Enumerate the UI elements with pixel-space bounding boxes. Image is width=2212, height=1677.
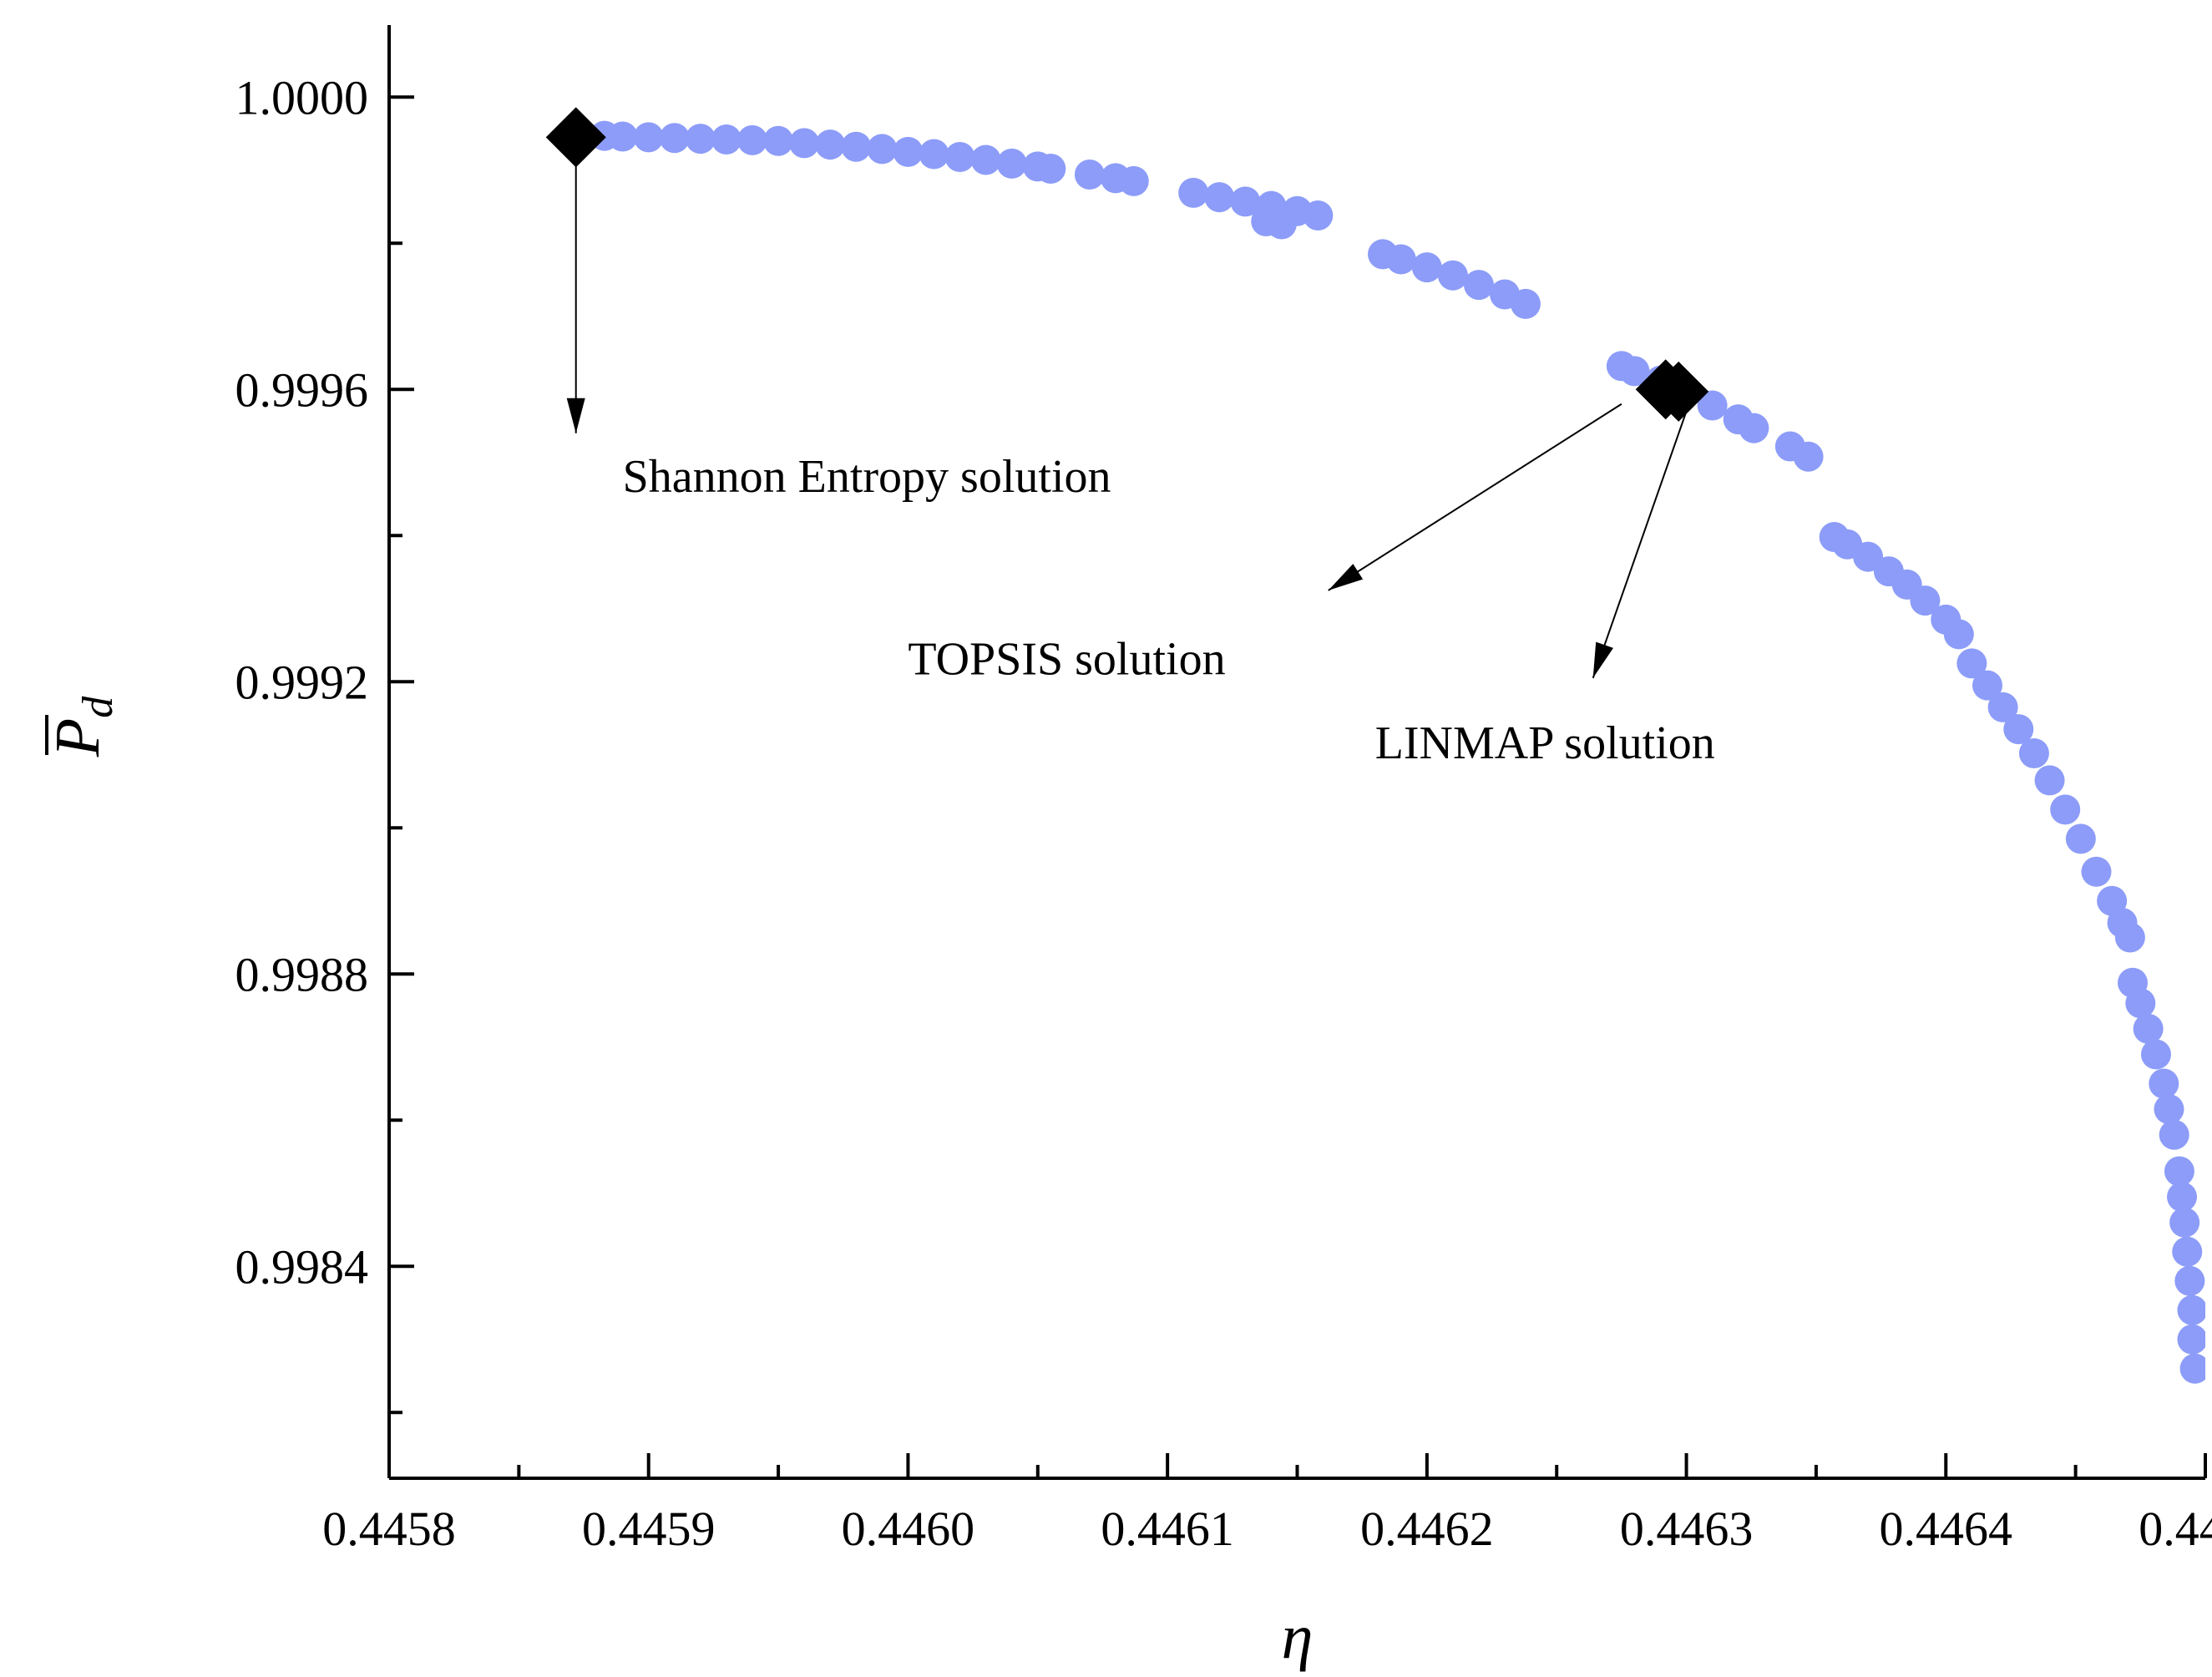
data-point — [2177, 1294, 2205, 1325]
data-point — [763, 125, 794, 156]
data-point — [867, 134, 898, 165]
data-points — [589, 120, 2205, 1384]
data-point — [711, 124, 742, 155]
data-point — [1464, 270, 1494, 301]
y-axis-title-subscript: d — [74, 696, 122, 718]
data-point — [1204, 182, 1235, 213]
annotation-arrow-line — [1592, 411, 1688, 679]
data-point — [2174, 1265, 2205, 1296]
data-point — [685, 124, 716, 155]
data-point — [789, 128, 820, 159]
data-point — [1943, 619, 1974, 650]
x-tick-label: 0.4465 — [2139, 1502, 2212, 1556]
x-tick-label: 0.4461 — [1101, 1502, 1234, 1556]
y-tick-label: 1.0000 — [235, 70, 369, 124]
solution-diamond-marker — [545, 107, 606, 168]
x-tick-label: 0.4460 — [842, 1502, 975, 1556]
data-point — [944, 142, 975, 172]
annotations: Shannon Entropy solution TOPSIS solution L… — [566, 159, 1715, 769]
x-axis-title: η — [1282, 1602, 1314, 1672]
data-point — [1987, 692, 2018, 722]
data-point — [1411, 252, 1442, 283]
data-point — [2034, 765, 2065, 796]
y-axis-title-text: Pd — [43, 696, 122, 757]
data-point — [1739, 413, 1769, 443]
data-point — [1437, 260, 1468, 291]
data-point — [1074, 160, 1105, 190]
data-point — [2154, 1094, 2184, 1125]
y-axis-title-base: P — [43, 718, 113, 757]
data-point — [737, 124, 767, 155]
data-point — [2081, 856, 2112, 887]
annotation-arrow-line — [1328, 403, 1622, 591]
annotation-arrowhead — [566, 398, 585, 433]
data-point — [919, 139, 949, 170]
data-point — [1230, 186, 1261, 217]
x-tick-label: 0.4464 — [1880, 1502, 2013, 1556]
data-point — [607, 121, 638, 152]
data-point — [633, 122, 664, 153]
data-point — [2159, 1119, 2189, 1150]
data-point — [970, 144, 1001, 175]
data-point — [2114, 922, 2145, 953]
data-point — [2018, 738, 2049, 768]
highlighted-solutions — [545, 107, 1709, 422]
data-point — [2050, 794, 2081, 825]
data-point — [893, 136, 924, 167]
data-point — [1793, 441, 1824, 472]
y-tick-label: 0.9996 — [235, 362, 369, 417]
y-tick-label: 0.9992 — [235, 655, 369, 709]
data-point — [2177, 1324, 2205, 1355]
annotation-arrowhead — [1592, 641, 1613, 678]
data-point — [1178, 177, 1209, 208]
data-point — [2172, 1236, 2203, 1267]
x-tick-label: 0.4458 — [322, 1502, 456, 1556]
data-point — [2065, 823, 2096, 854]
data-point — [841, 131, 872, 162]
data-point — [2140, 1039, 2171, 1070]
data-point — [1303, 200, 1334, 231]
x-tick-label: 0.4462 — [1360, 1502, 1494, 1556]
data-point — [2003, 714, 2034, 745]
x-tick-label: 0.4459 — [582, 1502, 716, 1556]
data-point — [659, 123, 690, 154]
axis-labels: η Pd — [43, 696, 1313, 1672]
data-point — [1956, 648, 1987, 679]
data-point — [1035, 154, 1066, 184]
axes: 0.4458 0.4459 0.4460 0.4461 0.4462 0.4463 0.44… — [235, 25, 2212, 1556]
annotation-label: TOPSIS solution — [908, 634, 1225, 686]
data-point — [2125, 988, 2156, 1019]
data-point — [1619, 356, 1650, 387]
y-tick-label: 0.9984 — [235, 1239, 369, 1294]
y-tick-label: 0.9988 — [235, 947, 369, 1001]
data-point — [996, 148, 1027, 179]
data-point — [1697, 390, 1728, 421]
y-axis-title: Pd — [43, 696, 122, 757]
x-tick-label: 0.4463 — [1620, 1502, 1754, 1556]
data-point — [815, 129, 846, 160]
annotation-label: LINMAP solution — [1375, 717, 1715, 769]
data-point — [1510, 288, 1541, 319]
data-point — [1118, 165, 1149, 196]
solution-diamond-marker — [1648, 361, 1709, 422]
data-point — [2149, 1068, 2179, 1099]
data-point — [2179, 1353, 2205, 1384]
data-point — [2167, 1182, 2198, 1213]
annotation-arrowhead — [1328, 564, 1364, 590]
annotation-label: Shannon Entropy solution — [623, 451, 1111, 503]
data-point — [1385, 244, 1416, 275]
data-point — [2133, 1013, 2164, 1044]
data-point — [2169, 1207, 2200, 1238]
data-point — [1910, 585, 1941, 616]
data-point — [1972, 670, 2002, 701]
data-point — [1266, 209, 1297, 240]
data-point — [2164, 1156, 2194, 1187]
